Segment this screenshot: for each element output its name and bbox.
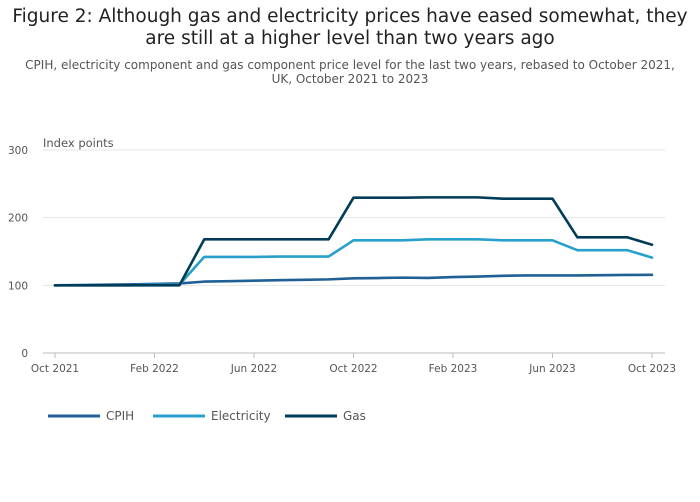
gridlines [43,149,665,354]
x-axis: Oct 2021 Feb 2022 Jun 2022 Oct 2022 Feb 2023… [31,353,676,375]
legend-label: Electricity [211,409,271,423]
x-tick-label: Jun 2022 [230,363,277,375]
x-tick-label: Feb 2023 [429,363,478,375]
y-axis-title: Index points [43,136,114,150]
y-tick-label: 100 [8,280,28,292]
legend-item-cpih[interactable]: CPIH [48,409,134,423]
y-tick-label: 200 [8,213,28,225]
y-tick-label: 0 [21,348,28,360]
legend-label: Gas [343,409,366,423]
legend[interactable]: CPIH Electricity Gas [48,409,366,423]
legend-label: CPIH [106,409,134,423]
x-tick-label: Feb 2022 [130,363,179,375]
y-tick-label: 300 [8,145,28,157]
x-tick-label: Oct 2021 [31,363,79,375]
x-tick-label: Jun 2023 [528,363,575,375]
y-axis: 0 100 200 300 [8,145,28,360]
legend-item-electricity[interactable]: Electricity [153,409,271,423]
x-tick-label: Oct 2023 [628,363,676,375]
x-tick-label: Oct 2022 [329,363,377,375]
legend-item-gas[interactable]: Gas [285,409,366,423]
chart-subtitle: CPIH, electricity component and gas comp… [25,58,675,86]
series-line-gas [53,196,654,287]
chart-title: Figure 2: Although gas and electricity p… [12,6,688,49]
series-lines [53,196,654,287]
